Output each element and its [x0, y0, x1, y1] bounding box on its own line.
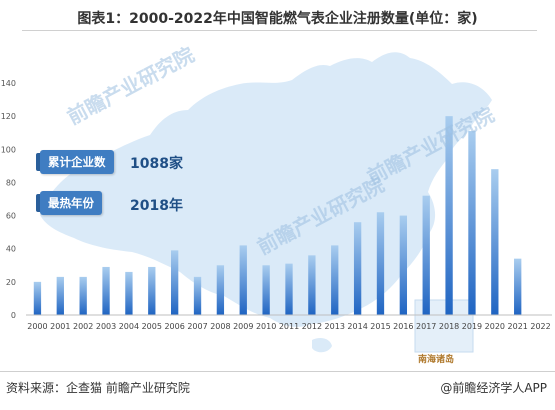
callout-total-value: 1088家 [130, 156, 183, 172]
x-tick-label: 2013 [325, 322, 345, 331]
x-tick-label: 2011 [279, 322, 299, 331]
x-tick-label: 2018 [439, 322, 459, 331]
x-tick-label: 2020 [485, 322, 505, 331]
bar-2015 [376, 212, 385, 315]
hainan-island [312, 338, 332, 353]
callout-total-label: 累计企业数 [36, 150, 114, 174]
x-tick-label: 2012 [302, 322, 322, 331]
bar-2012 [308, 255, 316, 315]
x-tick-label: 2007 [187, 322, 207, 331]
map-inset-label: 南海诸岛 [418, 355, 455, 365]
bar-2001 [56, 276, 64, 315]
x-tick-label: 2019 [462, 322, 482, 331]
x-tick-label: 2009 [233, 322, 253, 331]
bar-2013 [331, 245, 339, 315]
bar-2006 [170, 250, 179, 315]
bar-2004 [125, 271, 133, 315]
x-tick-label: 2004 [119, 322, 139, 331]
bar-2007 [193, 276, 202, 315]
x-tick-label: 2002 [73, 322, 93, 331]
bar-2005 [148, 266, 156, 315]
y-tick-label: 60 [6, 212, 16, 221]
bar-2011 [285, 263, 293, 315]
bar-2017 [422, 195, 430, 315]
x-tick-label: 2005 [142, 322, 162, 331]
footer-divider [0, 371, 555, 372]
x-tick-label: 2016 [393, 322, 413, 331]
bar-2002 [79, 276, 87, 315]
x-tick-label: 2006 [164, 322, 184, 331]
chart-title: 图表1：2000-2022年中国智能燃气表企业注册数量(单位：家) [77, 11, 478, 27]
y-tick-label: 80 [6, 178, 16, 187]
x-tick-label: 2003 [96, 322, 116, 331]
y-tick-label: 20 [6, 278, 16, 287]
callout-hottest-label: 最热年份 [36, 191, 102, 215]
x-tick-label: 2022 [530, 322, 550, 331]
x-tick-label: 2015 [370, 322, 390, 331]
bar-2003 [102, 266, 110, 315]
y-tick-label: 120 [1, 112, 16, 121]
bar-2016 [399, 215, 408, 315]
callout-hottest-text: 最热年份 [48, 196, 94, 210]
bar-2010 [262, 265, 270, 315]
x-tick-label: 2001 [50, 322, 70, 331]
callout-tab [36, 153, 40, 171]
bar-2014 [353, 222, 362, 315]
bar-2019 [468, 131, 476, 315]
x-tick-label: 2017 [416, 322, 436, 331]
brand-credit: @前瞻经济学人APP [440, 381, 547, 395]
callout-hottest-value: 2018年 [130, 198, 183, 214]
x-tick-label: 2008 [210, 322, 230, 331]
y-tick-label: 0 [11, 311, 16, 320]
x-tick-label: 2000 [27, 322, 47, 331]
bar-2018 [445, 116, 453, 316]
bar-2000 [33, 281, 42, 315]
title-divider [22, 30, 537, 31]
bar-2021 [514, 258, 522, 315]
callout-total-text: 累计企业数 [48, 155, 106, 169]
source-note: 资料来源：企查猫 前瞻产业研究院 [6, 381, 190, 395]
callout-tab [36, 194, 40, 212]
bar-2008 [216, 265, 225, 315]
x-tick-label: 2010 [256, 322, 276, 331]
bar-2020 [491, 169, 499, 315]
y-tick-label: 40 [6, 245, 16, 254]
bar-2009 [239, 245, 247, 315]
y-tick-label: 140 [1, 79, 16, 88]
x-tick-label: 2014 [347, 322, 367, 331]
y-tick-label: 100 [1, 145, 16, 154]
x-tick-label: 2021 [508, 322, 528, 331]
